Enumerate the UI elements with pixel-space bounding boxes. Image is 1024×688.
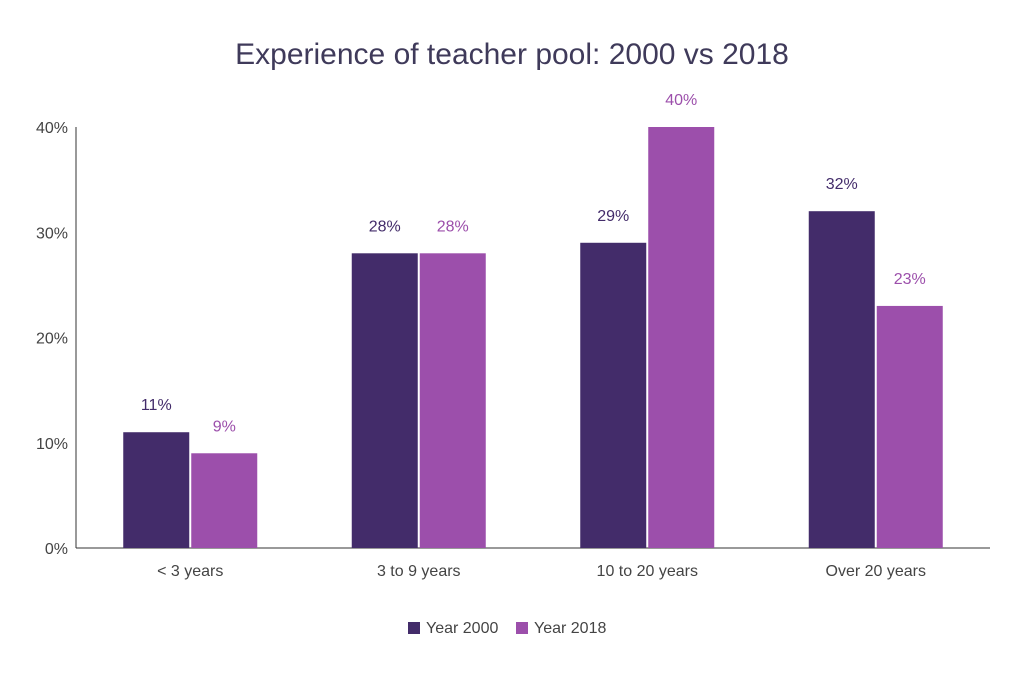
bar [351,253,418,549]
y-tick-label: 0% [45,541,68,558]
bar [580,242,647,548]
data-label: 23% [894,271,926,288]
x-tick-label: < 3 years [157,563,223,580]
data-label: 28% [437,218,469,235]
legend-label: Year 2000 [426,620,498,637]
y-tick-label: 20% [36,331,68,348]
axes: 0% 10% 20% 30% 40% < 3 years 3 to 9 years 10 to… [36,120,990,580]
bar [648,127,715,548]
data-label: 29% [597,208,629,225]
y-tick-label: 40% [36,120,68,137]
data-label: 9% [213,418,236,435]
bar [419,253,486,549]
bar [876,305,943,548]
legend-swatch [408,622,420,634]
bars [123,127,943,549]
chart-title: Experience of teacher pool: 2000 vs 2018 [235,38,789,71]
legend: Year 2000 Year 2018 [408,620,606,637]
data-label: 32% [826,176,858,193]
x-tick-label: 3 to 9 years [377,563,461,580]
data-labels: 11% 9% 28% 28% 29% 40% 32% 23% [141,92,926,435]
data-label: 40% [665,92,697,109]
x-tick-label: Over 20 years [826,563,926,580]
bar [808,211,875,548]
data-label: 28% [369,218,401,235]
legend-label: Year 2018 [534,620,606,637]
x-tick-label: 10 to 20 years [597,563,698,580]
y-tick-label: 30% [36,225,68,242]
bar [191,453,258,548]
legend-swatch [516,622,528,634]
y-tick-label: 10% [36,436,68,453]
bar [123,432,190,548]
data-label: 11% [141,397,172,414]
